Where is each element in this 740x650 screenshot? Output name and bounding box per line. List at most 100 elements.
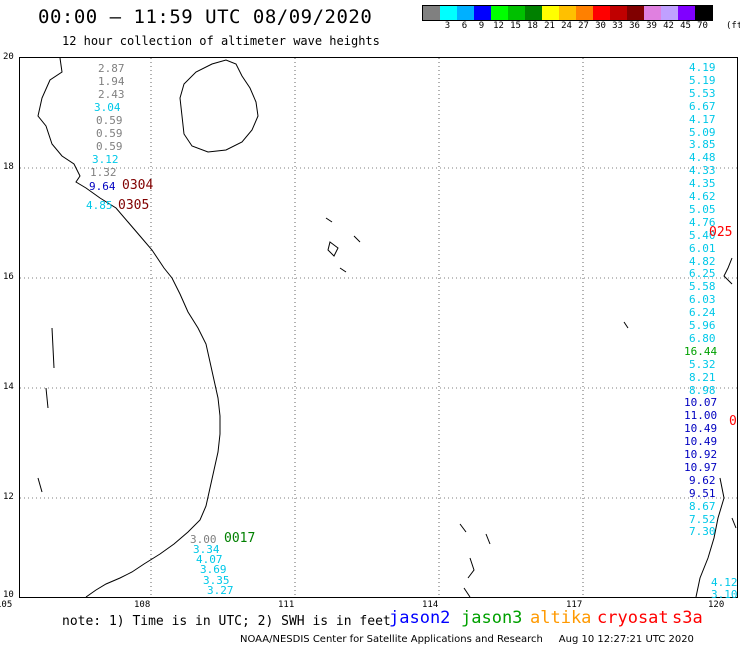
wave-height-value: 10.07 [684, 396, 718, 410]
wave-height-value: 10.97 [684, 460, 718, 474]
lon-tick-label: 117 [566, 600, 583, 610]
satellite-legend-label: jason2 [389, 608, 451, 628]
wave-height-value: 10.49 [684, 435, 718, 449]
wave-height-value: 5.96 [689, 319, 716, 332]
lon-tick-label: 120 [708, 600, 725, 610]
legend-tick-label: 24 [561, 21, 572, 31]
wave-height-value: 10.92 [684, 448, 718, 461]
legend-swatch [525, 6, 542, 20]
wave-height-value: 3.34 [193, 543, 220, 556]
map-svg [20, 58, 737, 597]
legend-swatch [644, 6, 661, 20]
wave-height-value: 5.58 [689, 280, 716, 294]
wave-height-value: 4.07 [196, 553, 223, 566]
legend-tick-label: 42 [663, 21, 674, 31]
lon-tick-label: 105 [0, 600, 13, 610]
track-id-label: 025 [709, 225, 733, 240]
legend-swatch [508, 6, 525, 20]
wave-height-value: 3.35 [203, 574, 230, 587]
lon-tick-label: 114 [422, 600, 439, 610]
grid-lines [20, 58, 737, 597]
lat-tick-label: 14 [3, 382, 14, 392]
wave-height-value: 6.03 [689, 293, 716, 307]
lat-tick-label: 16 [3, 272, 14, 282]
wave-height-value: 7.52 [689, 512, 716, 526]
legend-swatch [627, 6, 644, 20]
timestamp-text: Aug 10 12:27:21 UTC 2020 [558, 634, 694, 645]
track-id-label: 0 [729, 414, 737, 429]
wave-height-value: 5.32 [689, 357, 716, 371]
legend-swatch [491, 6, 508, 20]
wave-height-value: 5.40 [689, 228, 716, 242]
wave-height-value: 3.00 [190, 533, 217, 546]
credit-text: NOAA/NESDIS Center for Satellite Applica… [240, 634, 543, 645]
legend-tick-label: 39 [646, 21, 657, 31]
wave-height-value: 4.85 [86, 199, 113, 212]
wave-height-value: 6.24 [689, 306, 716, 320]
legend-tick-label: 9 [478, 21, 485, 31]
legend-tick-label: 33 [612, 21, 623, 31]
lat-tick-label: 10 [3, 590, 14, 600]
color-legend-bar [422, 5, 713, 21]
footer-credit: NOAA/NESDIS Center for Satellite Applica… [240, 634, 694, 645]
wave-height-value: 3.04 [94, 101, 121, 114]
wave-height-value: 5.09 [689, 125, 716, 139]
legend-unit: (ft) [726, 21, 740, 31]
legend-swatch [423, 6, 440, 20]
satellite-legend-label: altika [530, 608, 592, 628]
legend-tick-label: 21 [544, 21, 555, 31]
wave-height-value: 9.51 [689, 486, 716, 500]
wave-height-value: 0.59 [96, 114, 123, 127]
legend-swatch [593, 6, 610, 20]
wave-height-value: 6.01 [689, 241, 716, 255]
wave-height-value: 5.05 [689, 202, 716, 216]
wave-height-value: 0.59 [96, 140, 123, 153]
wave-height-value: 4.76 [689, 215, 716, 229]
chart-title: 00:00 – 11:59 UTC 08/09/2020 [38, 6, 373, 28]
legend-tick-label: 27 [578, 21, 589, 31]
color-legend-labels: 3 6 9 12 15 18 21 24 27 30 33 36 39 42 45 70 [422, 21, 711, 31]
satellite-legend-label: s3a [672, 608, 703, 628]
wave-height-value: 6.67 [689, 99, 716, 113]
map-frame [19, 57, 738, 598]
track-id-label: 0305 [118, 198, 150, 213]
legend-tick-label: 30 [595, 21, 606, 31]
lat-tick-label: 12 [3, 492, 14, 502]
wave-height-value: 4.82 [689, 254, 716, 268]
wave-height-value: 4.62 [689, 190, 716, 203]
wave-height-value: 3.10 [711, 588, 738, 601]
lat-tick-label: 18 [3, 162, 14, 172]
legend-swatch [695, 6, 712, 20]
wave-height-value: 4.17 [689, 112, 716, 126]
legend-tick-label: 70 [697, 21, 708, 31]
legend-swatch [474, 6, 491, 20]
legend-swatch [559, 6, 576, 20]
legend-tick-label: 18 [527, 21, 538, 31]
wave-height-value: 3.12 [92, 153, 119, 166]
wave-height-value: 1.94 [98, 75, 125, 88]
legend-tick-label: 3 [444, 21, 451, 31]
legend-tick-label [422, 21, 439, 31]
legend-swatch [576, 6, 593, 20]
footer-note: note: 1) Time is in UTC; 2) SWH is in fe… [62, 614, 391, 629]
legend-tick-label: 15 [510, 21, 521, 31]
legend-tick-label: 12 [493, 21, 504, 31]
wave-height-value: 1.32 [90, 166, 117, 179]
wave-height-value: 7.30 [689, 525, 716, 539]
wave-height-value: 2.87 [98, 62, 125, 75]
wave-height-value: 3.69 [200, 563, 227, 576]
wave-height-value: 4.33 [689, 164, 716, 178]
wave-height-value: 4.12 [711, 576, 738, 589]
wave-height-value: 3.27 [207, 584, 234, 597]
wave-height-value: 5.19 [689, 73, 716, 87]
track-id-label: 0017 [224, 531, 256, 546]
wave-height-value: 2.43 [98, 88, 125, 101]
legend-swatch [440, 6, 457, 20]
wave-height-value: 8.21 [689, 370, 716, 384]
wave-height-value: 8.67 [689, 499, 716, 513]
wave-height-value: 6.80 [689, 331, 716, 345]
legend-swatch [678, 6, 695, 20]
wave-height-value: 16.44 [684, 344, 718, 358]
legend-tick-label: 36 [629, 21, 640, 31]
satellite-legend-label: cryosat [597, 608, 669, 628]
